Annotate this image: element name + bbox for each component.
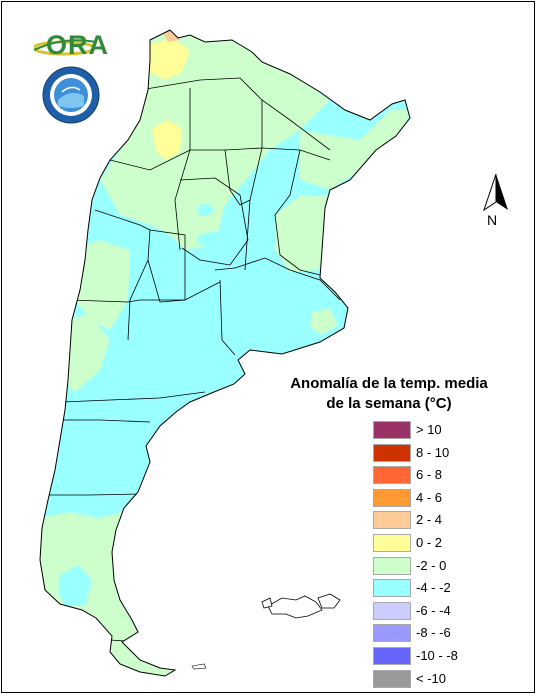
legend-swatch (373, 443, 411, 462)
boundary-chubut-south (54, 419, 151, 423)
legend-label: -8 - -6 (416, 625, 451, 641)
boundary-mesopotamia (274, 149, 321, 276)
legend-label: -10 - -8 (416, 647, 458, 663)
boundary-vertical-3 (224, 149, 251, 206)
legend-label: -4 - -2 (416, 580, 451, 596)
legend-title: Anomalía de la temp. media de la semana … (290, 374, 488, 414)
ora-logo: ORA (34, 28, 108, 64)
legend-label: 4 - 6 (416, 489, 443, 505)
legend-label: -6 - -4 (416, 602, 451, 618)
anomaly-zone-northeast (300, 110, 410, 190)
malvinas-islands (261, 593, 341, 619)
legend-swatch (373, 556, 411, 575)
anomaly-zone-mesopotamia (275, 195, 330, 272)
anomaly-zone-patagonia-spot (58, 565, 92, 606)
anomaly-zone-tucuman (152, 120, 182, 160)
legend-swatch (373, 646, 411, 665)
anomaly-zone-cordoba-spot (197, 204, 213, 216)
legend-label: 2 - 4 (416, 512, 443, 528)
legend-label: < -10 (416, 670, 446, 686)
boundary-bsas-south (219, 279, 236, 356)
north-arrow: N (480, 172, 512, 230)
legend-swatch (373, 624, 411, 643)
boundary-buenos-aires (214, 257, 341, 301)
legend-label: 0 - 2 (416, 534, 443, 550)
legend-swatch (373, 533, 411, 552)
legend-title-line2: de la semana (°C) (326, 395, 452, 412)
anomaly-zone-north (100, 30, 330, 250)
ora-logo-icon (34, 39, 97, 56)
boundary-santa-cruz (45, 493, 141, 496)
boundary-cordoba (179, 177, 249, 266)
boundary-north-row (139, 77, 331, 151)
ora-logo-text: ORA (46, 30, 109, 60)
meteorological-service-seal-icon (42, 66, 100, 124)
legend-swatch (373, 488, 411, 507)
legend-swatch (373, 421, 411, 439)
anomaly-zone-santafe-spot (197, 232, 233, 248)
meteorological-service-seal (42, 66, 100, 124)
boundary-rio-negro-south (61, 391, 206, 403)
legend-swatch (373, 466, 411, 485)
boundary-vertical-1 (174, 88, 191, 251)
legend-label: -2 - 0 (416, 557, 447, 573)
legend-swatch (373, 601, 411, 620)
legend-label: 6 - 8 (416, 467, 443, 483)
legend-title-line1: Anomalía de la temp. media (290, 375, 488, 392)
anomaly-zone-pampa-spot (310, 308, 338, 335)
legend-swatch (373, 511, 411, 530)
isla-de-los-estados (191, 663, 207, 670)
anomaly-zone-jujuy (148, 38, 190, 80)
north-arrow-icon (483, 173, 508, 212)
boundary-cuyo (94, 209, 151, 341)
boundary-neuquen-rionegro (69, 281, 221, 303)
legend-swatch (373, 579, 411, 598)
legend-label: > 10 (416, 422, 442, 437)
legend-label: 8 - 10 (416, 444, 450, 460)
legend-swatch (373, 669, 411, 688)
north-arrow-label: N (487, 212, 498, 228)
